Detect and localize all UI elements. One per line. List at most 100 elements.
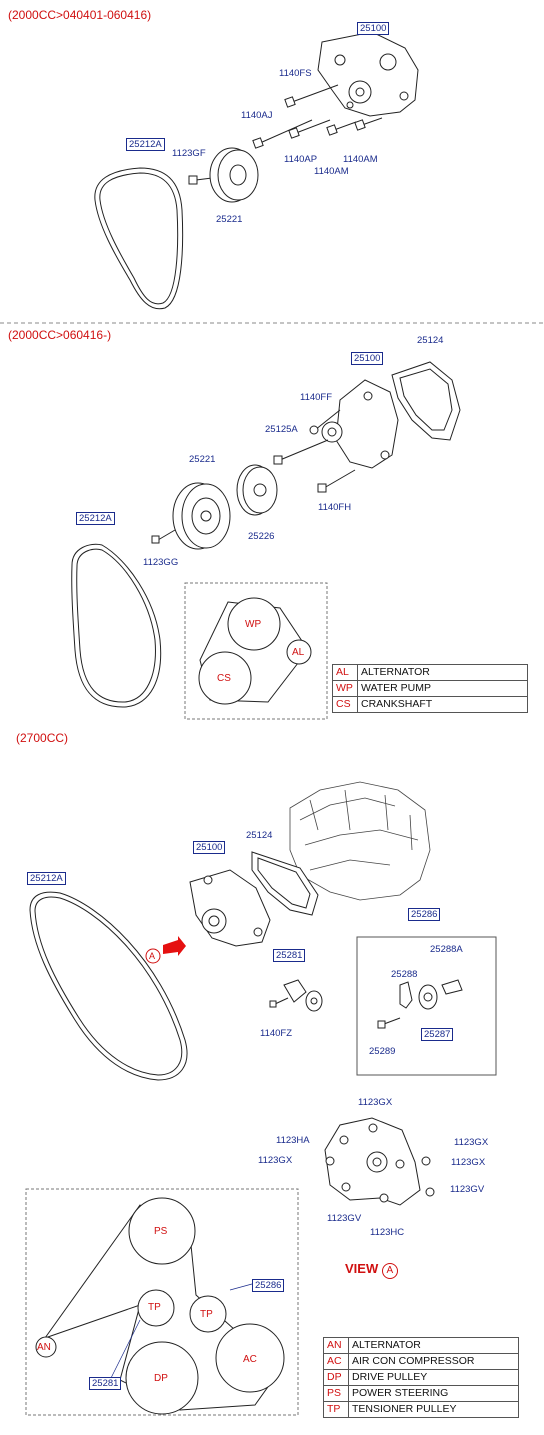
section-title-2000cc-early: (2000CC>040401-060416) bbox=[8, 8, 152, 22]
legend-name: TENSIONER PULLEY bbox=[348, 1401, 519, 1418]
part-1123GX[interactable]: 1123GX bbox=[454, 1137, 489, 1148]
part-1140AM[interactable]: 1140AM bbox=[314, 166, 349, 177]
part-1123GX[interactable]: 1123GX bbox=[358, 1097, 393, 1108]
part-1123GV[interactable]: 1123GV bbox=[327, 1213, 362, 1224]
belt-layout-box-s2 bbox=[184, 582, 328, 720]
legend-code: AN bbox=[323, 1337, 349, 1354]
bolts-s1 bbox=[188, 84, 383, 185]
gasket-25124-s2 bbox=[391, 361, 461, 441]
part-25281[interactable]: 25281 bbox=[89, 1377, 122, 1390]
belt-node-water-pump: WP bbox=[245, 619, 262, 630]
part-25221[interactable]: 25221 bbox=[216, 214, 243, 225]
tensioner-25281-s3 bbox=[269, 979, 323, 1012]
part-1140AM[interactable]: 1140AM bbox=[343, 154, 378, 165]
legend-code: PS bbox=[323, 1385, 349, 1402]
legend-row: DP DRIVE PULLEY bbox=[323, 1369, 519, 1386]
belt-25212A-s1 bbox=[94, 167, 184, 310]
belt-node-alternator: AN bbox=[37, 1342, 51, 1353]
engine-block-outline bbox=[289, 781, 431, 901]
pulley-25221-s1 bbox=[209, 147, 259, 203]
legend-name: CRANKSHAFT bbox=[357, 696, 528, 713]
leader-lines bbox=[109, 1283, 253, 1381]
legend-code: DP bbox=[323, 1369, 349, 1386]
legend-code: AL bbox=[332, 664, 358, 681]
belt-node-alternator: AL bbox=[292, 647, 305, 658]
view-a-marker-letter: A bbox=[149, 951, 156, 961]
part-25286[interactable]: 25286 bbox=[252, 1279, 285, 1292]
part-1140FS[interactable]: 1140FS bbox=[279, 68, 312, 79]
part-25100[interactable]: 25100 bbox=[193, 841, 226, 854]
part-1140AP[interactable]: 1140AP bbox=[284, 154, 318, 165]
belt-node-tensioner-2: TP bbox=[200, 1309, 213, 1320]
part-25212A[interactable]: 25212A bbox=[27, 872, 66, 885]
legend-row: AL ALTERNATOR bbox=[332, 664, 528, 681]
section-title-2000cc-late: (2000CC>060416-) bbox=[8, 328, 112, 342]
tensioner-kit-box-25286 bbox=[356, 936, 497, 1076]
legend-row: AN ALTERNATOR bbox=[323, 1337, 519, 1354]
belt-25212A-s2 bbox=[71, 543, 162, 708]
part-1123GX[interactable]: 1123GX bbox=[451, 1157, 486, 1168]
part-1140FH[interactable]: 1140FH bbox=[318, 502, 352, 513]
view-a-marker bbox=[145, 948, 161, 964]
legend-row: TP TENSIONER PULLEY bbox=[323, 1401, 519, 1418]
part-25124[interactable]: 25124 bbox=[246, 830, 273, 841]
part-1140AJ[interactable]: 1140AJ bbox=[241, 110, 273, 121]
part-1123GG[interactable]: 1123GG bbox=[143, 557, 179, 568]
part-1123GF[interactable]: 1123GF bbox=[172, 148, 206, 159]
part-1123HA[interactable]: 1123HA bbox=[276, 1135, 310, 1146]
legend-code: TP bbox=[323, 1401, 349, 1418]
belt-layout-s2 bbox=[198, 597, 312, 705]
legend-name: AIR CON COMPRESSOR bbox=[348, 1353, 519, 1370]
part-1123GV[interactable]: 1123GV bbox=[450, 1184, 485, 1195]
water-pump-25100-s3 bbox=[189, 869, 271, 947]
pulley-25221-s2 bbox=[172, 482, 231, 550]
legend-row: WP WATER PUMP bbox=[332, 680, 528, 697]
legend-row: PS POWER STEERING bbox=[323, 1385, 519, 1402]
legend-name: WATER PUMP bbox=[357, 680, 528, 697]
view-a-title: VIEW A bbox=[345, 1261, 398, 1279]
part-25288[interactable]: 25288 bbox=[391, 969, 418, 980]
gasket-25124-s3 bbox=[251, 851, 319, 916]
belt-node-crankshaft: CS bbox=[217, 673, 231, 684]
section-title-2700cc: (2700CC) bbox=[16, 731, 69, 745]
part-25221[interactable]: 25221 bbox=[189, 454, 216, 465]
part-25281[interactable]: 25281 bbox=[273, 949, 306, 962]
view-a-letter: A bbox=[381, 1263, 398, 1279]
water-pump-25100-s1 bbox=[317, 31, 419, 117]
part-1123GX[interactable]: 1123GX bbox=[258, 1155, 293, 1166]
legend-name: DRIVE PULLEY bbox=[348, 1369, 519, 1386]
legend-code: CS bbox=[332, 696, 358, 713]
view-a-pump bbox=[324, 1117, 435, 1206]
legend-s2: AL ALTERNATOR WP WATER PUMP CS CRANKSHAF… bbox=[332, 664, 528, 713]
part-25226[interactable]: 25226 bbox=[248, 531, 275, 542]
legend-name: ALTERNATOR bbox=[357, 664, 528, 681]
legend-s3: AN ALTERNATOR AC AIR CON COMPRESSOR DP D… bbox=[323, 1337, 519, 1418]
tensioner-kit-parts bbox=[377, 979, 463, 1029]
water-pump-25100-s2 bbox=[321, 379, 399, 469]
part-1140FZ[interactable]: 1140FZ bbox=[260, 1028, 293, 1039]
legend-code: AC bbox=[323, 1353, 349, 1370]
view-a-label: VIEW bbox=[345, 1261, 379, 1276]
legend-row: AC AIR CON COMPRESSOR bbox=[323, 1353, 519, 1370]
part-25289[interactable]: 25289 bbox=[369, 1046, 396, 1057]
part-1123HC[interactable]: 1123HC bbox=[370, 1227, 405, 1238]
legend-row: CS CRANKSHAFT bbox=[332, 696, 528, 713]
part-25288A[interactable]: 25288A bbox=[430, 944, 463, 955]
part-25124[interactable]: 25124 bbox=[417, 335, 444, 346]
part-25286[interactable]: 25286 bbox=[408, 908, 441, 921]
part-25125A[interactable]: 25125A bbox=[265, 424, 298, 435]
belt-node-drive-pulley: DP bbox=[154, 1373, 168, 1384]
belt-node-air-con: AC bbox=[243, 1354, 257, 1365]
part-25100[interactable]: 25100 bbox=[357, 22, 390, 35]
part-1140FF[interactable]: 1140FF bbox=[300, 392, 333, 403]
legend-code: WP bbox=[332, 680, 358, 697]
part-25100[interactable]: 25100 bbox=[351, 352, 384, 365]
legend-name: ALTERNATOR bbox=[348, 1337, 519, 1354]
belt-node-power-steering: PS bbox=[154, 1226, 168, 1237]
part-25212A[interactable]: 25212A bbox=[126, 138, 165, 151]
part-25212A[interactable]: 25212A bbox=[76, 512, 115, 525]
pulley-25226-s2 bbox=[236, 464, 278, 516]
part-25287[interactable]: 25287 bbox=[421, 1028, 454, 1041]
belt-node-tensioner-1: TP bbox=[148, 1302, 161, 1313]
